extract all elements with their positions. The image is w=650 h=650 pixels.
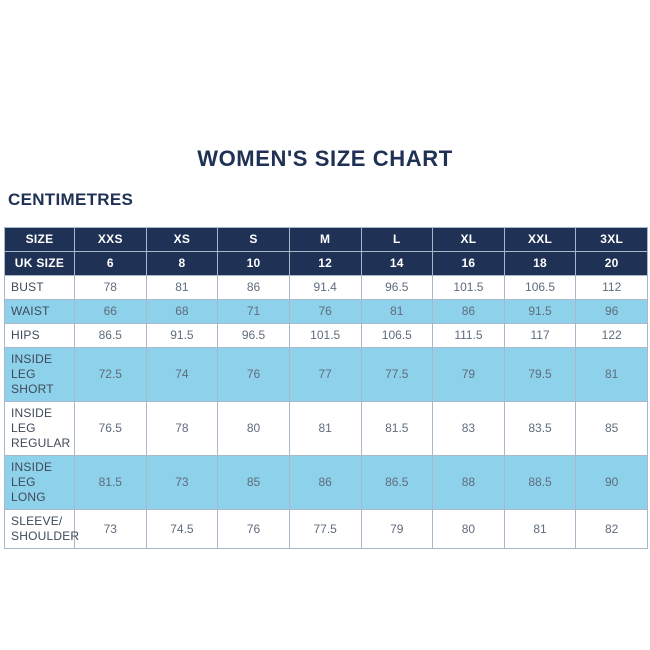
size-value-cell: 79.5 [503,347,577,402]
size-value-cell: 76 [217,347,290,402]
table-row: SLEEVE/ SHOULDER 73 74.5 76 77.5 79 80 81 82 [4,509,648,549]
size-value-cell: 81 [575,347,648,402]
row-label: SLEEVE/ SHOULDER [4,509,79,549]
table-row: INSIDE LEG REGULAR 76.5 78 80 81 81.5 83 83.5 85 [4,401,648,456]
row-label: INSIDE LEG REGULAR [4,401,75,456]
size-value-cell: 85 [575,401,648,456]
size-value-cell: 81.5 [74,455,147,510]
header-row-size: SIZE XXS XS S M L XL XXL 3XL [4,227,648,252]
size-value-cell: 66 [74,299,147,324]
header-cell: S [217,227,290,252]
header-row-label: UK SIZE [4,251,75,276]
size-value-cell: 79 [432,347,505,402]
size-value-cell: 83 [432,401,505,456]
size-value-cell: 80 [432,509,505,549]
size-value-cell: 77.5 [288,509,362,549]
page-title: WOMEN'S SIZE CHART [197,146,453,171]
size-value-cell: 88 [432,455,505,510]
size-value-cell: 86.5 [74,323,147,348]
size-value-cell: 86.5 [360,455,434,510]
header-cell: XXL [503,227,577,252]
header-cell: 16 [432,251,505,276]
header-cell: XL [432,227,505,252]
size-value-cell: 74.5 [145,509,219,549]
size-value-cell: 91.4 [288,275,362,300]
size-value-cell: 74 [145,347,219,402]
size-value-cell: 91.5 [503,299,577,324]
row-label: WAIST [4,299,75,324]
header-cell: 20 [575,251,648,276]
size-value-cell: 81.5 [360,401,434,456]
size-value-cell: 72.5 [74,347,147,402]
size-value-cell: 88.5 [503,455,577,510]
size-value-cell: 91.5 [145,323,219,348]
table-row: HIPS 86.5 91.5 96.5 101.5 106.5 111.5 117 122 [4,323,648,348]
size-value-cell: 106.5 [360,323,434,348]
header-cell: XS [145,227,219,252]
row-label: HIPS [4,323,75,348]
header-cell: 3XL [575,227,648,252]
table-row: INSIDE LEG SHORT 72.5 74 76 77 77.5 79 79.5 81 [4,347,648,402]
size-value-cell: 90 [575,455,648,510]
unit-label: CENTIMETRES [8,190,134,209]
header-row-uk-size: UK SIZE 6 8 10 12 14 16 18 20 [4,251,648,276]
size-value-cell: 81 [503,509,577,549]
size-value-cell: 111.5 [432,323,505,348]
table-row: WAIST 66 68 71 76 81 86 91.5 96 [4,299,648,324]
size-value-cell: 81 [288,401,362,456]
size-value-cell: 86 [288,455,362,510]
size-value-cell: 68 [145,299,219,324]
size-value-cell: 81 [145,275,219,300]
row-label: INSIDE LEG LONG [4,455,75,510]
size-value-cell: 101.5 [288,323,362,348]
header-cell: 14 [360,251,434,276]
size-value-cell: 82 [575,509,648,549]
size-chart-body: SIZE XXS XS S M L XL XXL 3XL UK SIZE 6 8 10 12 14 16 18 2… [4,227,648,549]
size-value-cell: 96.5 [360,275,434,300]
size-value-cell: 86 [217,275,290,300]
size-value-cell: 80 [217,401,290,456]
table-row: INSIDE LEG LONG 81.5 73 85 86 86.5 88 88.5 90 [4,455,648,510]
size-chart-table: SIZE XXS XS S M L XL XXL 3XL UK SIZE 6 8 10 12 14 16 18 2… [4,227,648,549]
header-row-label: SIZE [4,227,75,252]
header-cell: 18 [503,251,577,276]
size-value-cell: 112 [575,275,648,300]
row-label: BUST [4,275,75,300]
size-value-cell: 71 [217,299,290,324]
header-cell: 10 [217,251,290,276]
size-value-cell: 77 [288,347,362,402]
size-value-cell: 96 [575,299,648,324]
size-value-cell: 106.5 [503,275,577,300]
size-value-cell: 81 [360,299,434,324]
header-cell: L [360,227,434,252]
size-value-cell: 76.5 [74,401,147,456]
size-value-cell: 76 [288,299,362,324]
size-value-cell: 85 [217,455,290,510]
size-value-cell: 86 [432,299,505,324]
table-row: BUST 78 81 86 91.4 96.5 101.5 106.5 112 [4,275,648,300]
size-value-cell: 117 [503,323,577,348]
size-value-cell: 78 [145,401,219,456]
header-cell: XXS [74,227,147,252]
row-label: INSIDE LEG SHORT [4,347,75,402]
size-value-cell: 73 [74,509,147,549]
header-cell: M [288,227,362,252]
header-cell: 12 [288,251,362,276]
size-value-cell: 76 [217,509,290,549]
size-value-cell: 77.5 [360,347,434,402]
size-value-cell: 122 [575,323,648,348]
size-value-cell: 96.5 [217,323,290,348]
size-value-cell: 79 [360,509,434,549]
size-value-cell: 83.5 [503,401,577,456]
size-value-cell: 101.5 [432,275,505,300]
size-value-cell: 73 [145,455,219,510]
header-cell: 6 [74,251,147,276]
header-cell: 8 [145,251,219,276]
size-value-cell: 78 [74,275,147,300]
